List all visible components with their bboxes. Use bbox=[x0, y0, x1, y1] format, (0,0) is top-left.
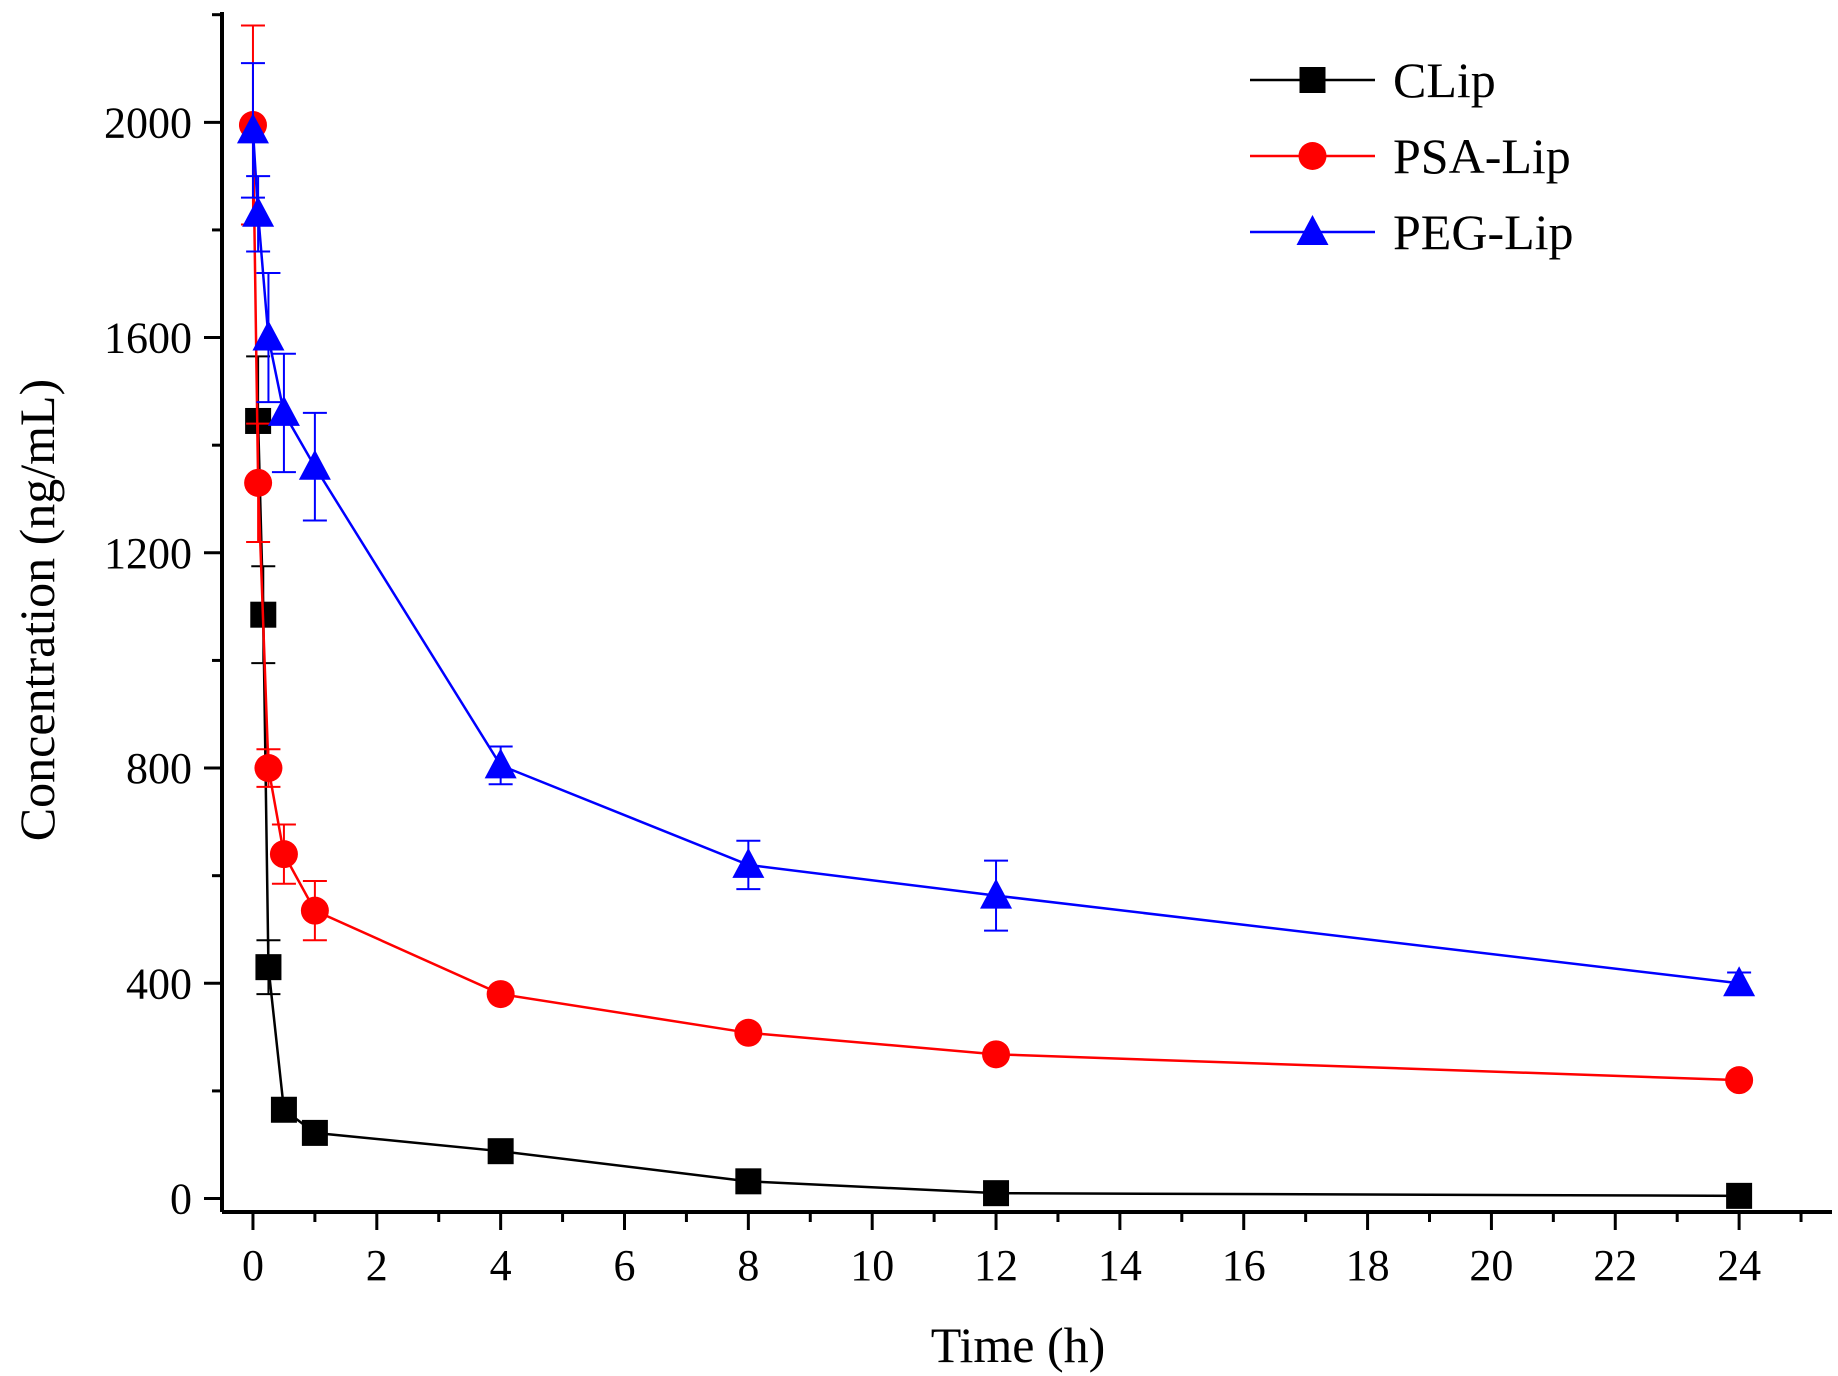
data-point bbox=[487, 1138, 514, 1165]
y-tick-label: 800 bbox=[126, 744, 192, 793]
y-tick-label: 400 bbox=[126, 959, 192, 1008]
legend-label: PEG-Lip bbox=[1393, 204, 1574, 260]
data-point bbox=[298, 449, 331, 480]
x-tick-label: 16 bbox=[1222, 1241, 1266, 1290]
legend-entry-peg-lip: PEG-Lip bbox=[1250, 204, 1574, 260]
x-tick-label: 4 bbox=[490, 1241, 512, 1290]
data-point bbox=[236, 113, 269, 144]
data-point bbox=[484, 748, 517, 779]
data-point bbox=[1726, 1182, 1753, 1209]
data-point bbox=[486, 980, 515, 1009]
data-point bbox=[735, 1168, 762, 1195]
legend-marker bbox=[1296, 215, 1329, 245]
legend-marker bbox=[1298, 142, 1327, 170]
x-tick-label: 20 bbox=[1469, 1241, 1513, 1290]
data-point bbox=[244, 468, 273, 497]
data-point bbox=[270, 1096, 297, 1123]
data-point bbox=[983, 1180, 1010, 1207]
series-psa-lip bbox=[238, 24, 1754, 1095]
data-point bbox=[1723, 966, 1756, 997]
x-tick-label: 18 bbox=[1346, 1241, 1390, 1290]
data-point bbox=[252, 320, 285, 351]
data-point bbox=[980, 878, 1013, 909]
x-axis-title: Time (h) bbox=[931, 1317, 1106, 1373]
legend-marker bbox=[1299, 67, 1326, 93]
x-tick-label: 12 bbox=[974, 1241, 1018, 1290]
y-tick-label: 0 bbox=[170, 1175, 192, 1224]
legend-label: CLip bbox=[1393, 52, 1496, 108]
x-tick-label: 10 bbox=[850, 1241, 894, 1290]
series-peg-lip bbox=[236, 62, 1756, 997]
series-line bbox=[256, 420, 1740, 1198]
y-tick-label: 1200 bbox=[104, 529, 192, 578]
legend-entry-psa-lip: PSA-Lip bbox=[1250, 128, 1571, 184]
x-tick-label: 24 bbox=[1717, 1241, 1761, 1290]
data-point bbox=[255, 954, 282, 981]
plot-series bbox=[236, 24, 1756, 1209]
data-point bbox=[732, 847, 765, 878]
data-point bbox=[269, 840, 298, 869]
legend: CLip PSA-Lip PEG-Lip bbox=[1250, 52, 1574, 260]
y-tick-label: 1600 bbox=[104, 314, 192, 363]
legend-entry-clip: CLip bbox=[1250, 52, 1496, 108]
y-tick-label: 2000 bbox=[104, 98, 192, 147]
x-tick-label: 8 bbox=[737, 1241, 759, 1290]
legend-label: PSA-Lip bbox=[1393, 128, 1571, 184]
series-clip bbox=[245, 355, 1753, 1209]
x-tick-label: 22 bbox=[1593, 1241, 1637, 1290]
data-point bbox=[982, 1040, 1011, 1069]
data-point bbox=[300, 896, 329, 925]
y-axis-title: Concentration (ng/mL) bbox=[9, 379, 65, 841]
series-line bbox=[251, 124, 1740, 1082]
x-tick-label: 0 bbox=[242, 1241, 264, 1290]
data-point bbox=[254, 754, 283, 783]
x-tick-label: 6 bbox=[614, 1241, 636, 1290]
data-point bbox=[301, 1119, 328, 1146]
data-point bbox=[1725, 1066, 1754, 1095]
data-point bbox=[267, 395, 300, 426]
x-tick-label: 14 bbox=[1098, 1241, 1142, 1290]
data-point bbox=[734, 1018, 763, 1047]
x-tick-label: 2 bbox=[366, 1241, 388, 1290]
data-point bbox=[242, 196, 275, 227]
